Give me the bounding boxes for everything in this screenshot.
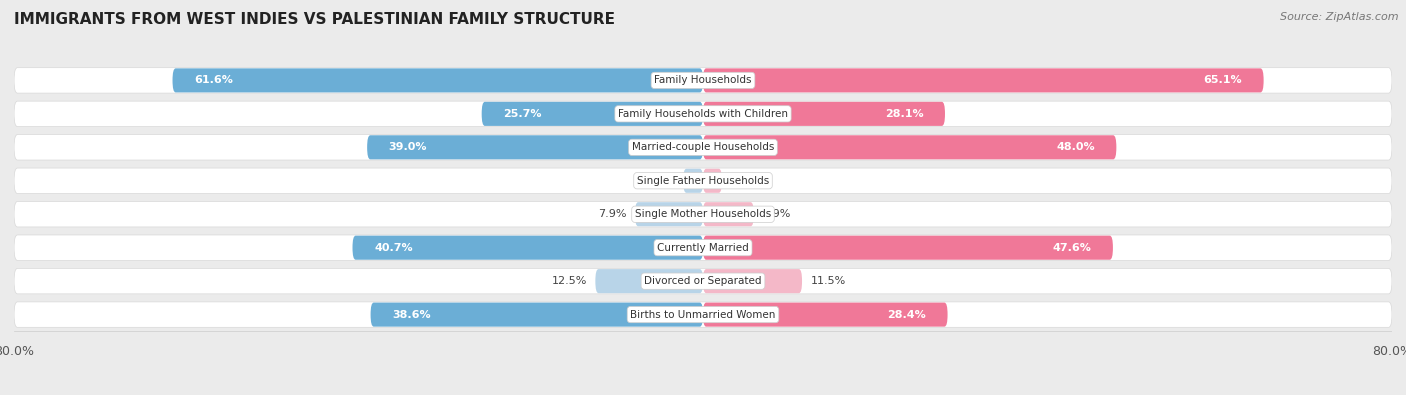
FancyBboxPatch shape [636, 202, 703, 226]
FancyBboxPatch shape [703, 269, 801, 293]
Text: 2.2%: 2.2% [731, 176, 759, 186]
Text: 2.3%: 2.3% [647, 176, 675, 186]
Text: 61.6%: 61.6% [194, 75, 233, 85]
Text: Married-couple Households: Married-couple Households [631, 142, 775, 152]
Text: Family Households with Children: Family Households with Children [619, 109, 787, 119]
Text: 65.1%: 65.1% [1204, 75, 1241, 85]
FancyBboxPatch shape [14, 101, 1392, 126]
FancyBboxPatch shape [703, 135, 1116, 159]
Text: Single Mother Households: Single Mother Households [636, 209, 770, 219]
FancyBboxPatch shape [14, 302, 1392, 327]
Text: Currently Married: Currently Married [657, 243, 749, 253]
FancyBboxPatch shape [683, 169, 703, 193]
FancyBboxPatch shape [595, 269, 703, 293]
Text: Divorced or Separated: Divorced or Separated [644, 276, 762, 286]
FancyBboxPatch shape [703, 236, 1114, 260]
FancyBboxPatch shape [367, 135, 703, 159]
FancyBboxPatch shape [353, 236, 703, 260]
Text: 28.4%: 28.4% [887, 310, 927, 320]
Text: 47.6%: 47.6% [1053, 243, 1091, 253]
Text: 48.0%: 48.0% [1056, 142, 1095, 152]
FancyBboxPatch shape [14, 68, 1392, 93]
Text: Births to Unmarried Women: Births to Unmarried Women [630, 310, 776, 320]
FancyBboxPatch shape [703, 303, 948, 327]
Text: 40.7%: 40.7% [374, 243, 412, 253]
FancyBboxPatch shape [173, 68, 703, 92]
Text: 38.6%: 38.6% [392, 310, 430, 320]
FancyBboxPatch shape [703, 68, 1264, 92]
FancyBboxPatch shape [482, 102, 703, 126]
Text: 7.9%: 7.9% [598, 209, 626, 219]
FancyBboxPatch shape [371, 303, 703, 327]
Text: IMMIGRANTS FROM WEST INDIES VS PALESTINIAN FAMILY STRUCTURE: IMMIGRANTS FROM WEST INDIES VS PALESTINI… [14, 12, 614, 27]
FancyBboxPatch shape [703, 102, 945, 126]
FancyBboxPatch shape [14, 135, 1392, 160]
FancyBboxPatch shape [14, 235, 1392, 260]
Text: Family Households: Family Households [654, 75, 752, 85]
Text: Source: ZipAtlas.com: Source: ZipAtlas.com [1281, 12, 1399, 22]
Text: 28.1%: 28.1% [884, 109, 924, 119]
Legend: Immigrants from West Indies, Palestinian: Immigrants from West Indies, Palestinian [546, 390, 860, 395]
FancyBboxPatch shape [14, 269, 1392, 294]
Text: 25.7%: 25.7% [503, 109, 541, 119]
Text: 11.5%: 11.5% [811, 276, 846, 286]
Text: Single Father Households: Single Father Households [637, 176, 769, 186]
Text: 12.5%: 12.5% [551, 276, 586, 286]
Text: 39.0%: 39.0% [388, 142, 427, 152]
FancyBboxPatch shape [14, 168, 1392, 194]
FancyBboxPatch shape [703, 202, 754, 226]
FancyBboxPatch shape [14, 201, 1392, 227]
Text: 5.9%: 5.9% [762, 209, 790, 219]
FancyBboxPatch shape [703, 169, 721, 193]
